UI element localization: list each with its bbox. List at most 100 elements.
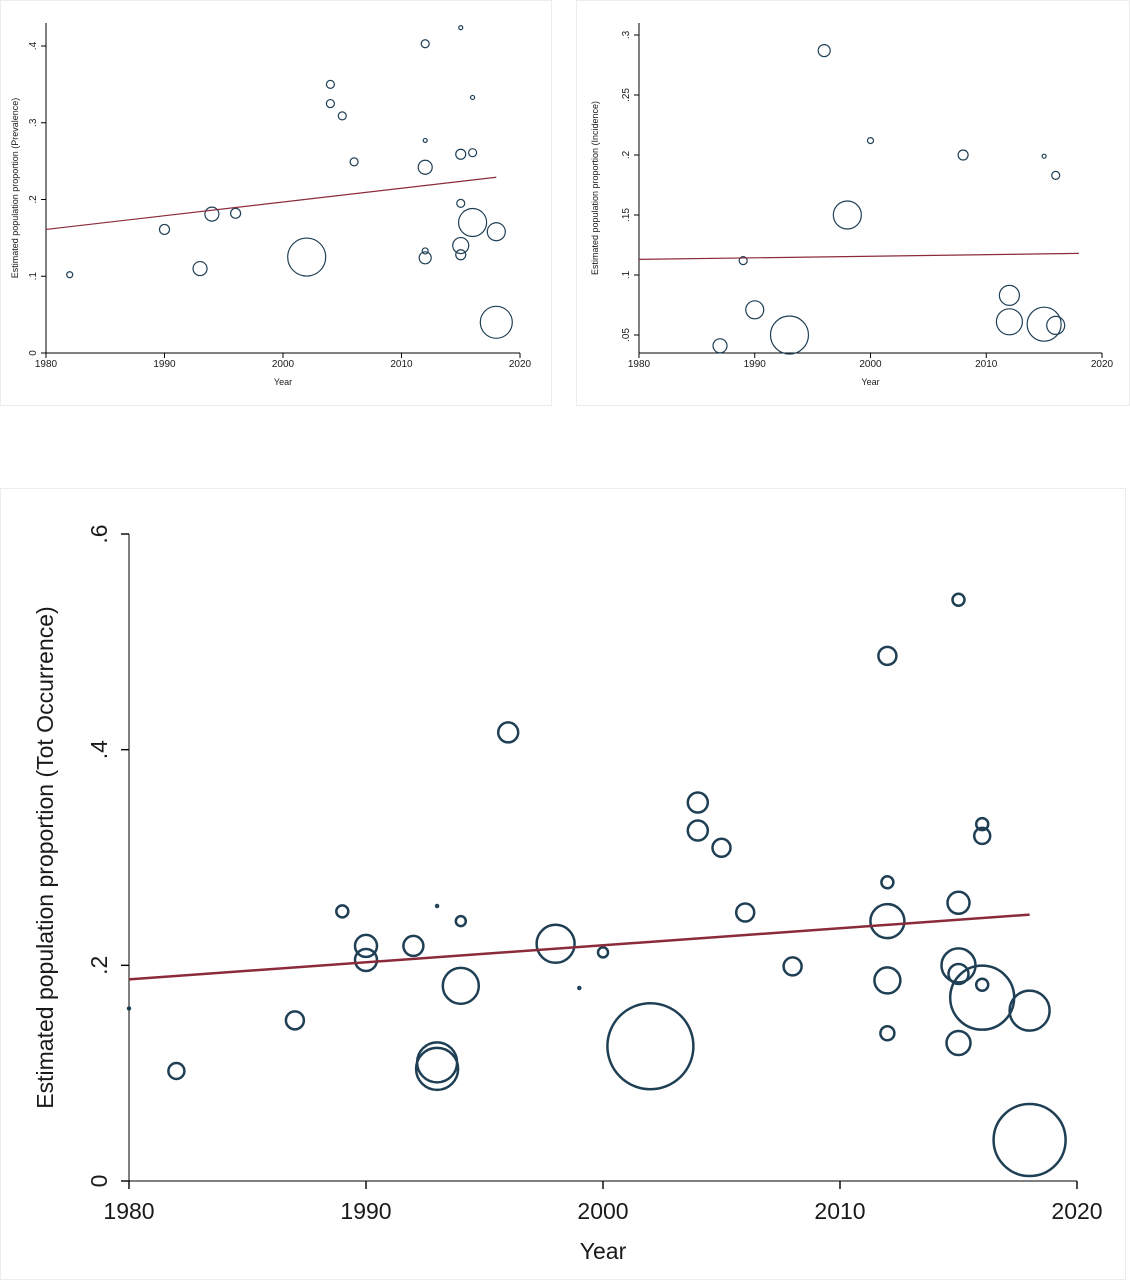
data-point [486,222,506,242]
data-point [325,98,335,109]
data-point [455,249,467,261]
data-point [686,819,710,842]
x-tick-label: 2020 [1051,1198,1102,1224]
data-point [951,592,966,608]
data-point [1051,170,1061,180]
incidence-panel: 1980 1990 2000 2010 2020 .05 .1 .15 .2 .25 .3 Year E… [576,0,1130,406]
tot-occurrence-panel: 1980 1990 2000 2010 2020 0 .2 .4 .6 Year Estimated… [0,488,1126,1280]
data-point [734,902,756,923]
data-point [877,645,898,667]
data-point [468,148,478,158]
data-point [712,338,728,354]
x-axis-title: Year [861,377,879,387]
data-point [957,149,969,161]
data-point [353,947,379,973]
data-point [974,816,990,832]
data-point [869,902,906,940]
data-point [880,875,895,890]
y-tick-label: .6 [86,524,112,543]
data-point [947,962,970,986]
data-point [998,284,1020,306]
y-tick-label: .1 [28,272,39,281]
data-point [606,1001,695,1091]
x-tick-label: 2000 [577,1198,628,1224]
data-point [420,39,430,49]
data-point [167,1061,186,1081]
data-point [817,43,831,58]
data-point [686,791,710,814]
data-point [458,207,488,238]
x-tick-label: 2000 [859,359,882,370]
y-tick-label: .2 [621,150,632,159]
data-point [479,305,513,339]
data-point [192,260,208,277]
data-point [577,985,582,991]
data-point [441,966,481,1006]
data-point [596,946,610,959]
y-tick-label: 0 [28,350,39,356]
y-tick-label: .25 [621,88,632,102]
x-tick-label: 2020 [509,359,532,370]
data-point [158,223,171,236]
data-point [992,1102,1067,1178]
data-point [769,315,810,355]
data-point [948,964,1016,1031]
data-point [972,826,992,846]
data-point [1026,306,1062,342]
data-point [454,914,468,928]
data-point [126,1006,132,1011]
data-point [434,903,440,909]
data-point [974,977,990,992]
x-tick-label: 2010 [390,359,413,370]
data-point [946,890,971,916]
data-point [1046,315,1066,335]
data-point [866,137,875,145]
fit-line [638,252,1079,260]
data-point [452,236,470,255]
data-point [945,1029,972,1057]
data-point [458,25,464,31]
x-tick-label: 1980 [103,1198,154,1224]
data-point [353,933,379,959]
y-tick-label: 0 [86,1175,112,1188]
prevalence-panel: 1980 1990 2000 2010 2020 0 .1 .2 .3 .4 Year Estimat… [0,0,552,406]
data-point [418,251,432,265]
y-tick-label: .1 [621,270,632,279]
data-point [832,200,862,230]
data-point [325,79,335,89]
data-point [470,94,476,101]
y-tick-label: .2 [28,195,39,204]
data-point [496,721,520,744]
data-point [995,308,1023,336]
x-tick-label: 1990 [744,359,767,370]
y-axis-title: Estimated population proportion (Prevale… [10,98,20,279]
data-point [335,904,350,919]
data-point [414,1046,460,1092]
data-point [284,1010,306,1031]
y-axis-title: Estimated population proportion (Tot Occ… [32,606,58,1108]
tot-occurrence-chart: 1980 1990 2000 2010 2020 0 .2 .4 .6 Year Estimated… [32,524,1103,1264]
x-tick-label: 1990 [153,359,176,370]
data-point [782,956,803,977]
data-point [1008,989,1051,1032]
data-point [1041,153,1047,159]
data-point [456,198,466,208]
x-tick-label: 1980 [35,359,58,370]
data-point [873,966,902,995]
data-point [535,923,576,965]
y-axis-title: Estimated population proportion (Inciden… [590,101,600,275]
x-tick-label: 2020 [1091,359,1114,370]
data-point [421,247,429,255]
x-tick-label: 2010 [975,359,998,370]
fit-line [45,176,497,231]
data-point [349,157,359,167]
fit-line [128,913,1030,981]
y-tick-label: .4 [86,740,112,759]
data-point [738,256,748,266]
data-point [745,300,765,320]
x-tick-label: 1990 [340,1198,391,1224]
data-point [402,934,425,958]
data-point [287,237,327,277]
data-point [204,206,220,222]
x-tick-label: 1980 [628,359,651,370]
